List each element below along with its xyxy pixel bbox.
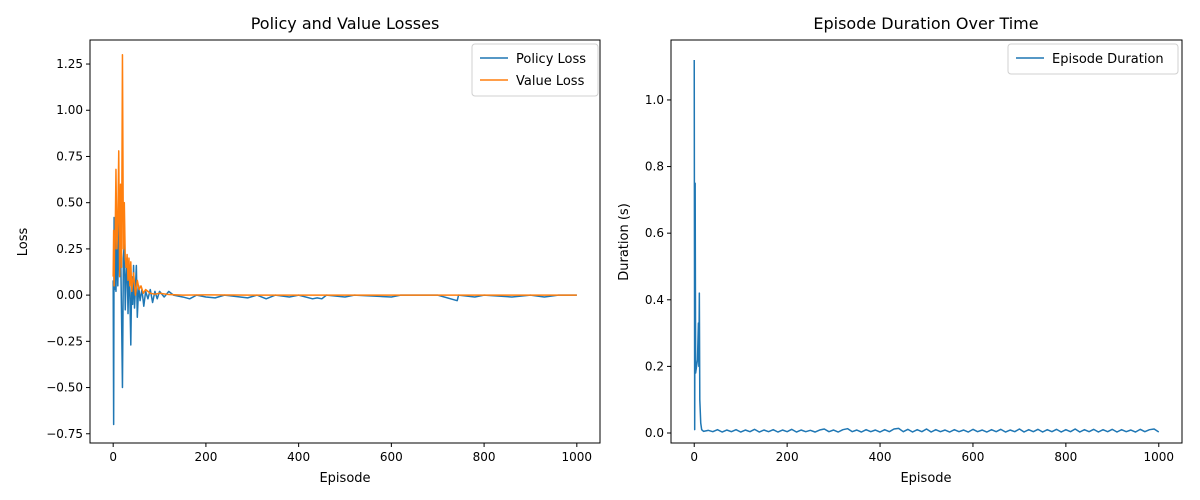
- y-tick-label: 0.50: [56, 196, 83, 210]
- y-axis-label: Loss: [16, 228, 31, 257]
- y-tick-label: 1.00: [56, 103, 83, 117]
- tick-layer: 0 200 400 600 800 1000 −0.75 −0.50 −0.25 0.00 0.25…: [46, 57, 592, 464]
- y-tick-label: −0.50: [46, 381, 83, 395]
- y-tick-label: 0.2: [645, 359, 664, 373]
- legend-label: Episode Duration: [1052, 52, 1164, 67]
- y-tick-label: 1.0: [645, 93, 664, 107]
- axes-frame: [670, 39, 1183, 444]
- tick-layer: 0 200 400 600 800 1000 0.0 0.2 0.4 0.6 0.8 1.0: [645, 93, 1174, 464]
- x-tick-label: 600: [962, 450, 985, 464]
- policy-value-loss-chart: Policy and Value Losses Episode Loss 0 20…: [16, 14, 601, 486]
- x-tick-label: 400: [869, 450, 892, 464]
- y-tick-label: 0.75: [56, 149, 83, 163]
- legend-box: [1007, 43, 1179, 75]
- legend-label: Value Loss: [516, 74, 585, 89]
- legend-label: Policy Loss: [516, 52, 586, 67]
- y-tick-label: 0.25: [56, 242, 83, 256]
- x-tick-label: 600: [380, 450, 403, 464]
- series-line-0: [112, 216, 577, 426]
- x-tick-label: 0: [690, 450, 698, 464]
- y-tick-label: −0.75: [46, 427, 83, 441]
- x-tick-label: 200: [776, 450, 799, 464]
- plot-area: [112, 54, 577, 426]
- x-axis-label: Episode: [900, 471, 951, 486]
- series-line-1: [112, 54, 577, 296]
- y-tick-label: 0.0: [645, 426, 664, 440]
- series-line-0: [693, 59, 1160, 433]
- y-tick-label: −0.25: [46, 334, 83, 348]
- y-tick-label: 0.4: [645, 293, 664, 307]
- legend: Episode Duration: [1007, 43, 1179, 75]
- y-tick-label: 0.8: [645, 160, 664, 174]
- x-tick-label: 1000: [1143, 450, 1174, 464]
- x-tick-label: 0: [109, 450, 117, 464]
- axes-frame: [89, 39, 601, 444]
- x-tick-label: 800: [1054, 450, 1077, 464]
- y-tick-label: 1.25: [56, 57, 83, 71]
- x-tick-label: 200: [194, 450, 217, 464]
- plot-area: [693, 59, 1160, 433]
- legend: Policy Loss Value Loss: [471, 43, 599, 97]
- chart-title: Episode Duration Over Time: [813, 14, 1038, 33]
- y-axis-label: Duration (s): [617, 203, 632, 281]
- legend-box: [471, 43, 599, 97]
- x-tick-label: 800: [473, 450, 496, 464]
- episode-duration-chart: Episode Duration Over Time Episode Durat…: [617, 14, 1183, 486]
- y-tick-label: 0.6: [645, 226, 664, 240]
- x-axis-label: Episode: [319, 471, 370, 486]
- y-tick-label: 0.00: [56, 288, 83, 302]
- chart-title: Policy and Value Losses: [251, 14, 440, 33]
- x-tick-label: 400: [287, 450, 310, 464]
- x-tick-label: 1000: [562, 450, 593, 464]
